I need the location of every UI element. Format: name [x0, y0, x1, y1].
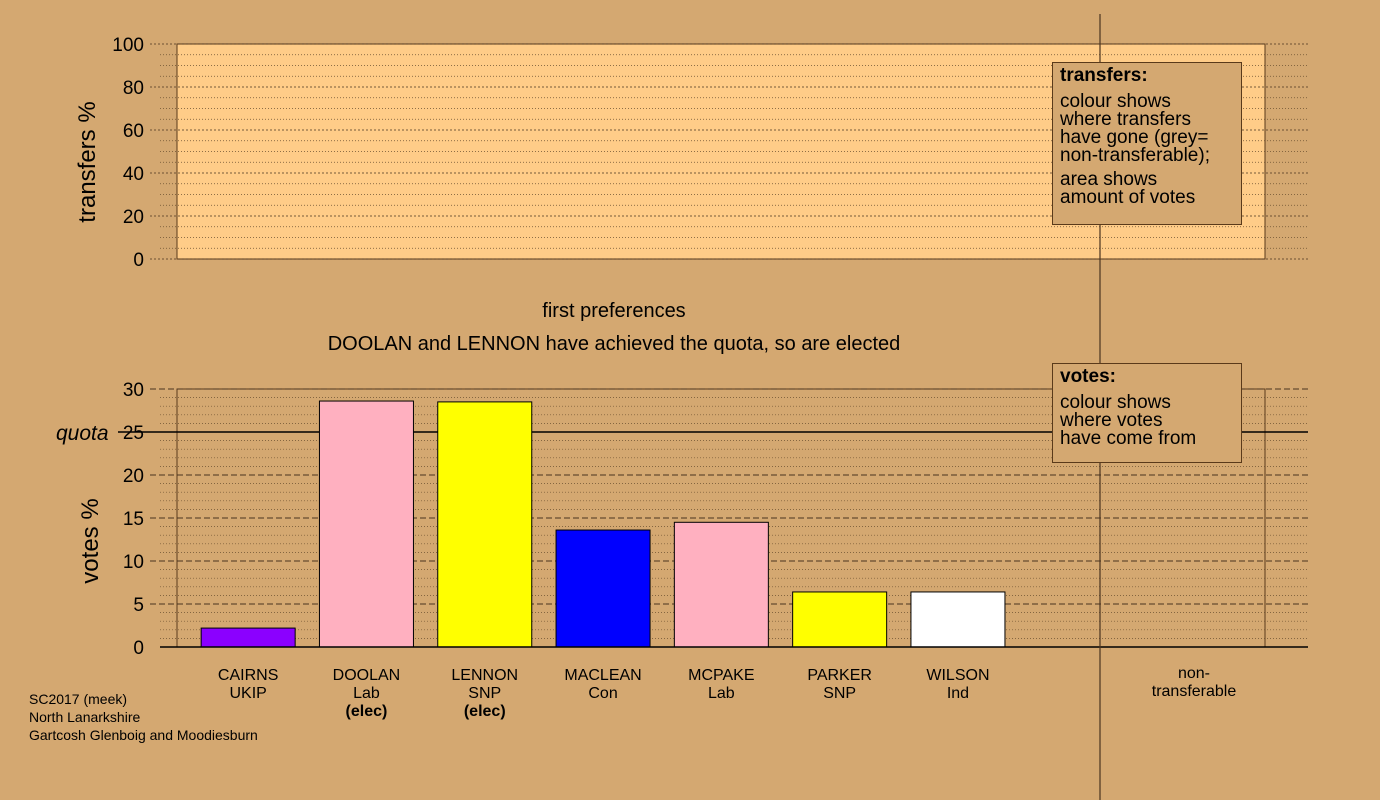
vote-bar-mcpake — [673, 521, 769, 648]
transfers-y-tick-label: 60 — [123, 121, 144, 142]
candidate-party-label: UKIP — [229, 685, 266, 702]
vote-bar-maclean — [555, 529, 651, 648]
non-transferable-label: non- — [1178, 665, 1210, 682]
transfers-legend-title: transfers: — [1060, 65, 1148, 86]
candidate-name-label: PARKER — [807, 667, 872, 684]
votes-legend-title: votes: — [1060, 366, 1116, 387]
transfers-legend-line: non-transferable); — [1060, 145, 1210, 166]
candidate-name-label: LENNON — [451, 667, 518, 684]
transfers-y-tick-label: 100 — [112, 35, 144, 56]
transfers-y-tick-label: 40 — [123, 164, 144, 185]
votes-legend-line: where votes — [1060, 410, 1163, 431]
votes-legend-line: colour shows — [1060, 392, 1171, 413]
transfers-legend-line: colour shows — [1060, 91, 1171, 112]
votes-legend-line: have come from — [1060, 428, 1197, 449]
votes-y-tick-label: 5 — [133, 595, 144, 616]
bottom-y-axis-label: votes % — [77, 498, 104, 583]
vote-bar-cairns — [200, 627, 296, 648]
candidate-elected-label: (elec) — [346, 703, 388, 720]
votes-legend: votes: colour shows where votes have com… — [1052, 363, 1242, 463]
votes-y-tick-label: 15 — [123, 509, 144, 530]
candidate-party-label: SNP — [823, 685, 856, 702]
candidate-name-label: MACLEAN — [564, 667, 641, 684]
candidate-name-label: WILSON — [926, 667, 989, 684]
candidate-party-label: Ind — [947, 685, 969, 702]
candidate-party-label: Con — [588, 685, 617, 702]
candidate-name-label: MCPAKE — [688, 667, 754, 684]
source-line: North Lanarkshire — [29, 709, 141, 725]
source-line: SC2017 (meek) — [29, 691, 128, 707]
source-note: SC2017 (meek) North Lanarkshire Gartcosh… — [29, 690, 258, 744]
vote-bar-doolan — [318, 400, 414, 648]
transfers-legend-line: area shows — [1060, 169, 1158, 190]
transfers-legend-line: have gone (grey= — [1060, 127, 1209, 148]
candidate-name-label: DOOLAN — [333, 667, 401, 684]
source-line: Gartcosh Glenboig and Moodiesburn — [29, 727, 258, 743]
transfers-legend: transfers: colour shows where transfers … — [1052, 62, 1242, 225]
quota-label: quota — [56, 422, 109, 445]
vote-bar-lennon — [437, 401, 533, 648]
non-transferable-label: transferable — [1152, 683, 1237, 700]
top-y-axis-label: transfers % — [74, 101, 101, 222]
vote-bar-wilson — [910, 591, 1006, 648]
transfers-y-tick-label: 0 — [133, 250, 144, 271]
transfers-y-tick-label: 20 — [123, 207, 144, 228]
candidate-name-label: CAIRNS — [218, 667, 278, 684]
transfers-legend-line: amount of votes — [1060, 187, 1196, 208]
votes-y-tick-label: 20 — [123, 466, 144, 487]
transfers-legend-line: where transfers — [1060, 109, 1191, 130]
votes-y-tick-label: 10 — [123, 552, 144, 573]
chart-title: first preferences — [542, 300, 685, 322]
votes-y-tick-label: 25 — [123, 423, 144, 444]
votes-y-tick-label: 30 — [123, 380, 144, 401]
votes-y-tick-label: 0 — [133, 638, 144, 659]
candidate-elected-label: (elec) — [464, 703, 506, 720]
vote-bar-parker — [792, 591, 888, 648]
candidate-party-label: Lab — [353, 685, 380, 702]
chart-subtitle: DOOLAN and LENNON have achieved the quot… — [328, 333, 901, 355]
transfers-y-tick-label: 80 — [123, 78, 144, 99]
candidate-party-label: SNP — [468, 685, 501, 702]
candidate-party-label: Lab — [708, 685, 735, 702]
